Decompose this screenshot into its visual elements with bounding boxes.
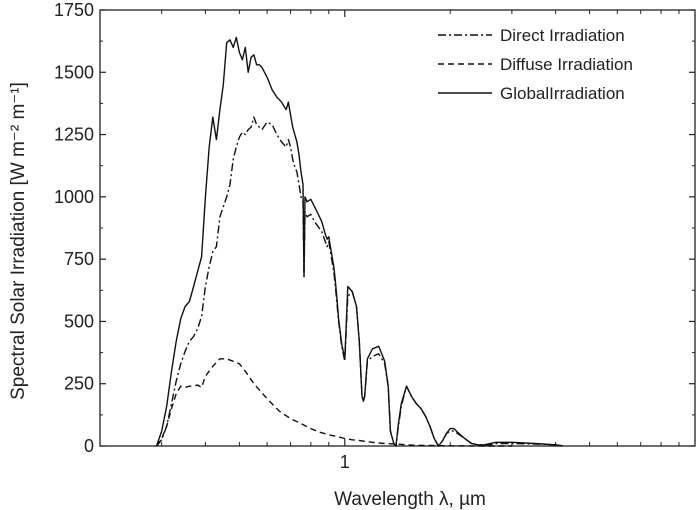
x-axis-title: Wavelength λ, µm — [334, 489, 486, 510]
axes: 0 250 500 750 1000 1250 1500 1750 1 — [54, 0, 696, 472]
y-tick-label: 1750 — [54, 0, 94, 20]
plot-frame — [99, 9, 696, 447]
y-tick-label: 1250 — [54, 125, 94, 145]
y-tick-label: 1000 — [54, 187, 94, 207]
series-line-2 — [155, 358, 512, 447]
y-axis-title: Spectral Solar Irradiation [W m⁻² m⁻¹] — [8, 82, 29, 400]
y-tick-label: 1500 — [54, 62, 94, 82]
legend-label: GlobalIrradiation — [500, 84, 625, 103]
y-tick-label: 750 — [64, 249, 94, 269]
legend: Direct Irradiation Diffuse Irradiation Glo… — [438, 26, 633, 103]
legend-label: Diffuse Irradiation — [500, 55, 633, 74]
legend-label: Direct Irradiation — [500, 26, 625, 45]
y-tick-label: 0 — [84, 436, 94, 456]
series-lines — [155, 36, 564, 447]
y-tick-label: 250 — [64, 374, 94, 394]
x-tick-label: 1 — [340, 452, 350, 472]
series-line-3 — [155, 36, 564, 447]
y-tick-label: 500 — [64, 311, 94, 331]
series-line-1 — [155, 116, 564, 447]
